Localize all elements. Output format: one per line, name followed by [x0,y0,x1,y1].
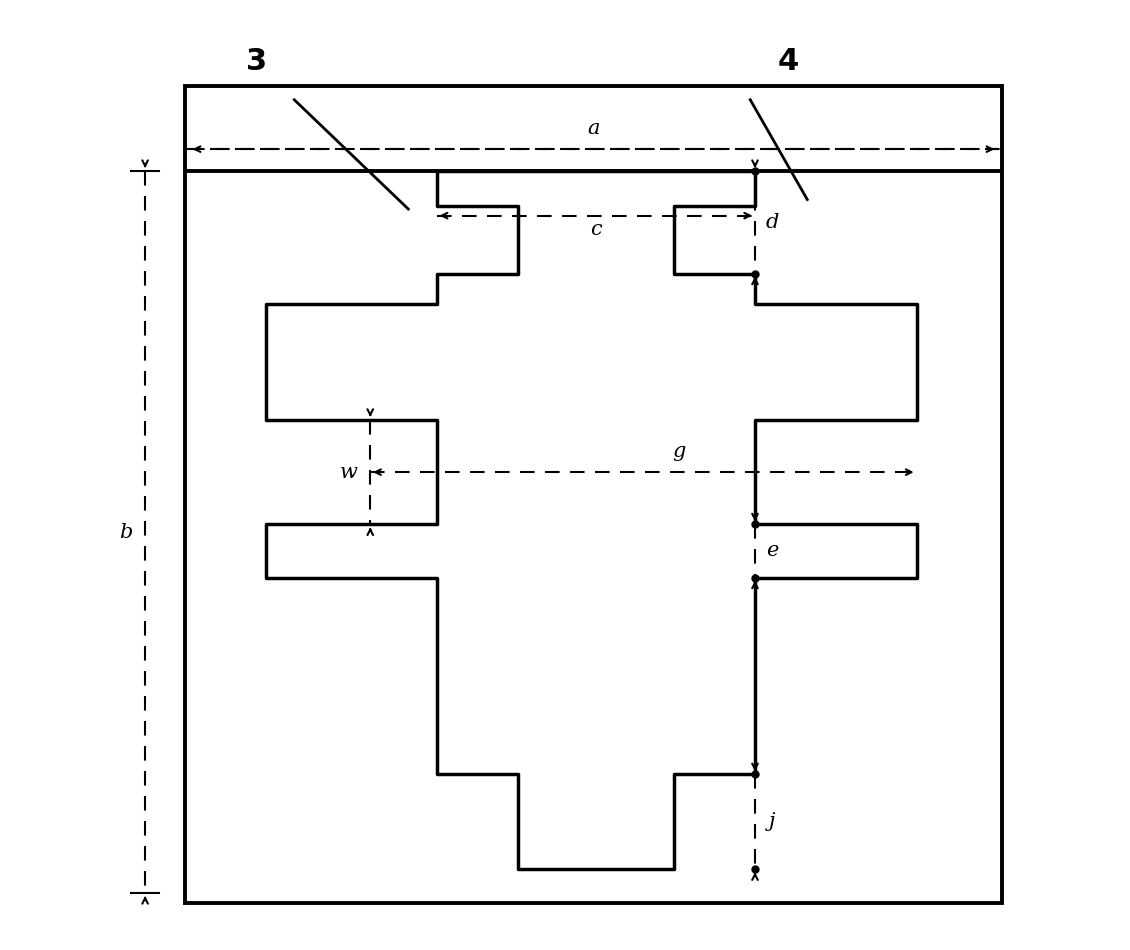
Text: b: b [120,522,133,541]
Text: a: a [588,119,600,138]
Text: e: e [766,542,779,560]
Bar [185,86,1002,902]
Text: j: j [768,812,775,831]
Text: 4: 4 [777,48,799,76]
Text: g: g [672,442,686,461]
Text: d: d [765,213,779,232]
Text: 3: 3 [245,48,267,76]
Text: c: c [591,220,602,239]
Text: w: w [339,463,357,482]
